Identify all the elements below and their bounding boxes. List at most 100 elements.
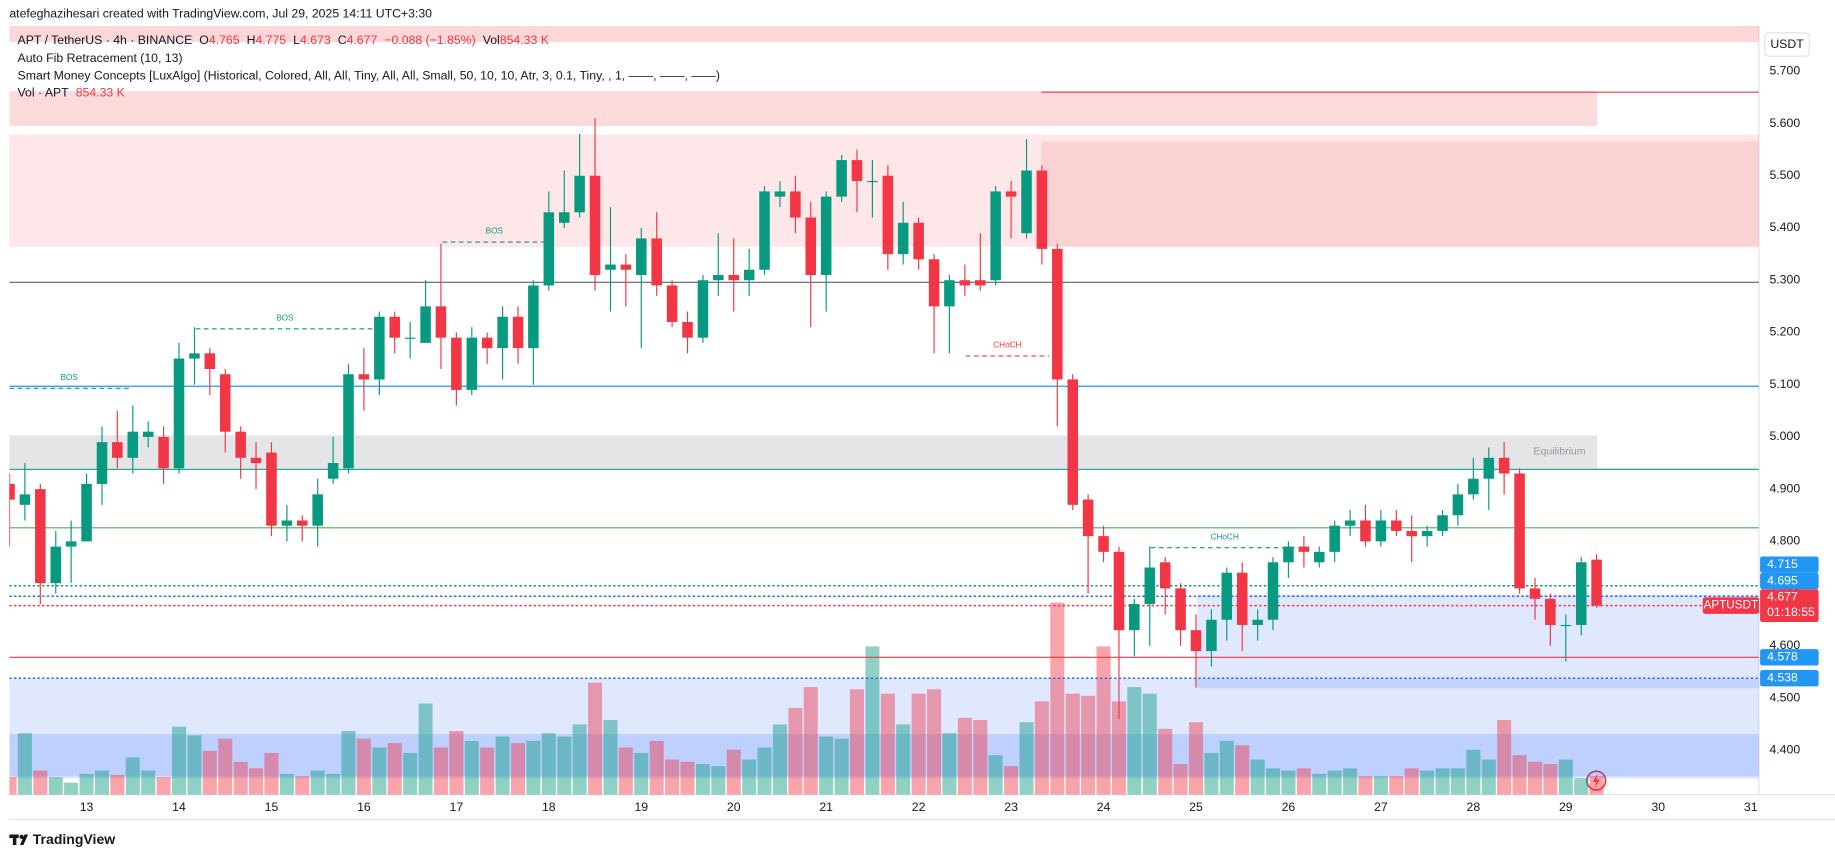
x-tick-label: 25 [1189,800,1203,814]
volume-bar [356,738,371,795]
volume-bar [757,747,772,795]
indicator[interactable]: Auto Fib Retracement (10, 13) [18,51,183,65]
y-tick-label: 4.500 [1769,690,1800,704]
volume-bar [1019,722,1034,795]
structure-label: CHoCH [1211,532,1239,541]
volume-bar [572,724,587,795]
candle-body [358,374,370,380]
volume-bar [911,693,926,795]
candle-body [420,306,431,343]
candle-body [451,337,462,390]
y-tick-label: 5.700 [1769,64,1800,78]
candle-body [574,175,585,213]
candle-body [743,269,755,281]
candle-body [605,264,616,270]
candle-body [1267,562,1279,620]
volume-bar [1558,759,1573,795]
volume-bar [387,743,402,795]
x-tick-label: 16 [357,800,371,814]
volume-bar [1004,766,1019,795]
alert-bolt [1592,773,1600,788]
candle-body [1052,248,1063,380]
y-tick-label: 5.200 [1769,325,1800,339]
candle-body [1452,494,1464,516]
volume-bar [942,733,957,795]
volume-bar [1111,701,1126,795]
candle-body [497,316,508,349]
candle-body [296,520,308,526]
zone [9,734,1759,777]
candle-body [35,489,46,584]
candle-body [281,520,293,526]
volume-bar [726,749,741,795]
volume-bar [418,703,433,795]
price-label: 4.578 [1767,650,1798,664]
candle-body [713,274,724,281]
candle-body [1437,515,1448,531]
candle-body [1236,572,1248,625]
candle-body [1221,572,1233,620]
ohlc-value: 4.673 [300,33,331,47]
logo-slash [19,834,29,846]
zone [9,678,1759,779]
volume-bar [372,747,387,795]
candle-body [389,316,400,338]
candle-body [112,442,123,458]
candle-body [959,280,971,286]
candle-body [620,264,632,270]
candle-body [543,212,555,286]
volume-bar [1142,693,1157,795]
volume-bar [1296,768,1311,795]
candle-body [1329,525,1340,552]
volume-name: Vol · APT [18,86,70,100]
candle-body [820,196,832,275]
candle-body [990,191,1001,281]
candle-body [1391,520,1402,531]
ohlc-key: H [247,33,256,47]
volume-bar [1188,722,1204,795]
ohlc-value: 4.677 [347,33,378,47]
footer-brand[interactable]: TradingView [33,831,115,847]
candle-body [636,238,647,275]
candle-body [127,431,139,458]
x-tick-label: 15 [265,800,279,814]
volume-bar [742,759,757,795]
change: −0.088 (−1.85%) [384,33,475,47]
volume-bar [695,763,710,795]
volume-bar [1034,701,1049,795]
candle-body [728,274,739,281]
volume-bar [1589,775,1604,795]
candle-body [1360,520,1371,542]
volume-bar [1265,768,1281,795]
candle-body [1560,624,1572,627]
volume-bar [1081,695,1096,795]
countdown: 01:18:55 [1767,605,1815,619]
volume-bar [511,743,526,795]
candle-body [9,483,15,500]
volume-bar [1527,761,1543,795]
symbol-tag: APTUSDT [1704,599,1759,612]
volume-bar [94,770,110,795]
volume-bar [249,768,264,795]
currency-box[interactable] [1764,32,1810,57]
x-tick-label: 13 [80,800,94,814]
volume-bar [110,774,125,795]
indicator[interactable]: Smart Money Concepts [LuxAlgo] (Historic… [18,68,720,82]
price-label: 4.538 [1767,670,1798,684]
candle-body [851,160,863,181]
candle-body [173,358,185,469]
y-tick-label: 5.400 [1769,220,1800,234]
zone [9,25,1759,43]
candle-body [682,322,693,338]
y-tick-label: 5.000 [1769,429,1800,443]
volume-bar [788,707,803,795]
volume-bar [1389,776,1404,795]
x-tick-label: 26 [1282,800,1296,814]
y-tick-label: 4.400 [1769,743,1800,757]
legend: APT / TetherUS · 4h · BINANCE O4.765 H4.77… [18,33,550,47]
candle-body [1021,170,1032,234]
x-tick-label: 19 [634,800,648,814]
candle-body [404,337,416,339]
volume-bar [1420,770,1435,795]
